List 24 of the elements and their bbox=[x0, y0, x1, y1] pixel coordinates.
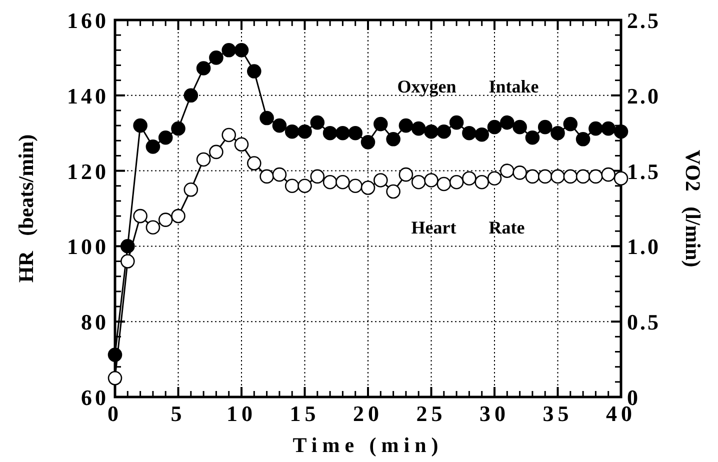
y2-tick-label: 0.5 bbox=[627, 310, 660, 335]
y-tick-label: 120 bbox=[67, 158, 109, 184]
y2-tick-label: 1.5 bbox=[627, 158, 660, 184]
x-axis-title: Time (min) bbox=[292, 433, 444, 457]
y-tick-label: 80 bbox=[81, 310, 109, 335]
series-label: Heart Rate bbox=[411, 218, 525, 238]
y2-tick-label: 1.0 bbox=[627, 234, 660, 260]
y-axis-title: HR (beats/min) bbox=[14, 134, 38, 283]
x-tick-label: 35 bbox=[542, 401, 573, 426]
y-tick-label: 140 bbox=[67, 83, 109, 108]
x-tick-label: 15 bbox=[290, 401, 320, 426]
y2-tick-label: 2.5 bbox=[627, 8, 660, 33]
y-tick-label: 160 bbox=[67, 8, 109, 33]
series-label: Oxygen Intake bbox=[397, 76, 539, 97]
y-tick-label: 60 bbox=[81, 385, 109, 410]
y-tick-label: 100 bbox=[67, 234, 109, 260]
x-tick-label: 10 bbox=[226, 401, 256, 426]
y2-tick-label: 2.0 bbox=[627, 83, 660, 108]
x-tick-label: 30 bbox=[480, 401, 510, 426]
x-tick-label: 0 bbox=[108, 401, 122, 426]
y2-axis-title: VO2 (l/min) bbox=[681, 150, 705, 268]
x-tick-label: 20 bbox=[353, 401, 383, 426]
x-tick-label: 25 bbox=[416, 401, 446, 426]
x-tick-label: 5 bbox=[170, 401, 186, 426]
